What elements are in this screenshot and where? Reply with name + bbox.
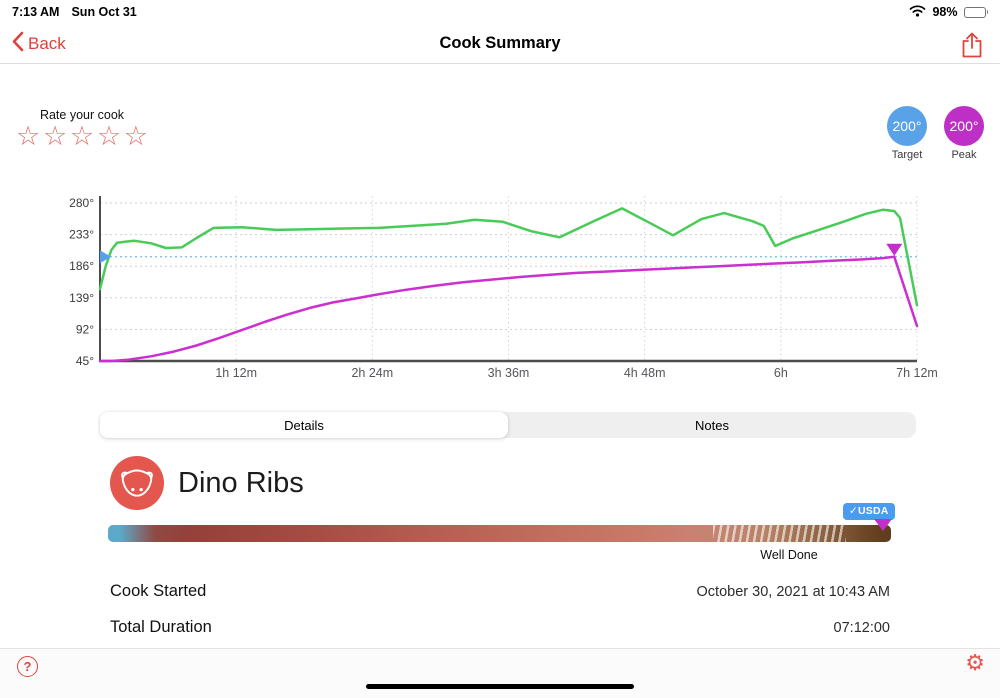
svg-text:186°: 186° — [69, 259, 94, 273]
star-icon[interactable]: ☆ — [42, 121, 68, 152]
beef-icon — [110, 456, 164, 510]
target-temp-value: 200° — [887, 106, 927, 146]
svg-text:233°: 233° — [69, 228, 94, 242]
page-title: Cook Summary — [439, 34, 561, 52]
details-notes-tabs: Details Notes — [100, 412, 916, 438]
doneness-hatch-zone — [713, 525, 847, 542]
temperature-chart-svg: 280° 233° 186° 139° 92° 45° 1h 12m 2h 24m 3h 36m… — [69, 196, 938, 380]
svg-text:3h 36m: 3h 36m — [488, 366, 530, 380]
nav-bar: Back Cook Summary — [0, 24, 1000, 64]
temperature-chart: 280° 233° 186° 139° 92° 45° 1h 12m 2h 24m 3h 36m… — [0, 190, 1000, 390]
star-icon[interactable]: ☆ — [69, 121, 95, 152]
usda-badge: ✓USDA — [843, 503, 895, 520]
status-time: 7:13 AM — [12, 5, 60, 19]
cook-started-label: Cook Started — [110, 582, 207, 600]
svg-text:2h 24m: 2h 24m — [351, 366, 393, 380]
doneness-gradient-bar — [108, 525, 891, 542]
tab-details[interactable]: Details — [100, 412, 508, 438]
svg-text:92°: 92° — [76, 322, 94, 336]
peak-temp-value: 200° — [944, 106, 984, 146]
svg-text:6h: 6h — [774, 366, 788, 380]
svg-text:4h 48m: 4h 48m — [624, 366, 666, 380]
tab-notes[interactable]: Notes — [695, 417, 729, 433]
target-temp-badge: 200° Target — [887, 106, 927, 161]
peak-temp-badge: 200° Peak — [944, 106, 984, 161]
chevron-left-icon — [12, 31, 24, 57]
status-date: Sun Oct 31 — [71, 5, 137, 19]
target-temp-label: Target — [891, 149, 923, 161]
rating-label: Rate your cook — [39, 108, 125, 122]
svg-text:1h 12m: 1h 12m — [215, 366, 257, 380]
star-rating: ☆ ☆ ☆ ☆ ☆ — [16, 121, 148, 152]
cook-started-value: October 30, 2021 at 10:43 AM — [696, 584, 890, 600]
svg-text:7h 12m: 7h 12m — [896, 366, 938, 380]
wifi-icon — [909, 4, 926, 20]
star-icon[interactable]: ☆ — [16, 121, 41, 152]
share-icon[interactable] — [960, 31, 984, 59]
gear-icon[interactable]: ⚙ — [965, 651, 985, 676]
star-icon[interactable]: ☆ — [123, 121, 148, 152]
svg-text:45°: 45° — [76, 354, 94, 368]
bottom-toolbar: ? ⚙ — [0, 648, 1000, 698]
peak-temp-label: Peak — [951, 149, 977, 161]
total-duration-value: 07:12:00 — [833, 620, 890, 636]
help-icon[interactable]: ? — [17, 656, 38, 677]
temp-badges: 200° Target 200° Peak — [887, 106, 984, 161]
total-duration-row: Total Duration 07:12:00 — [110, 618, 890, 637]
battery-icon — [963, 6, 988, 18]
home-indicator[interactable] — [366, 684, 634, 689]
back-button[interactable]: Back — [12, 24, 66, 63]
doneness-marker-icon — [874, 519, 892, 531]
total-duration-label: Total Duration — [110, 618, 212, 636]
rating-section: Rate your cook ☆ ☆ ☆ ☆ ☆ — [16, 108, 148, 150]
svg-text:139°: 139° — [69, 291, 94, 305]
back-label: Back — [28, 33, 66, 53]
cook-name: Dino Ribs — [178, 467, 304, 499]
cook-started-row: Cook Started October 30, 2021 at 10:43 A… — [110, 582, 890, 601]
star-icon[interactable]: ☆ — [96, 121, 122, 152]
svg-text:280°: 280° — [69, 196, 94, 210]
battery-percent: 98% — [932, 5, 958, 19]
status-bar: 7:13 AM Sun Oct 31 98% — [0, 0, 1000, 24]
doneness-level-label: Well Done — [760, 548, 818, 562]
